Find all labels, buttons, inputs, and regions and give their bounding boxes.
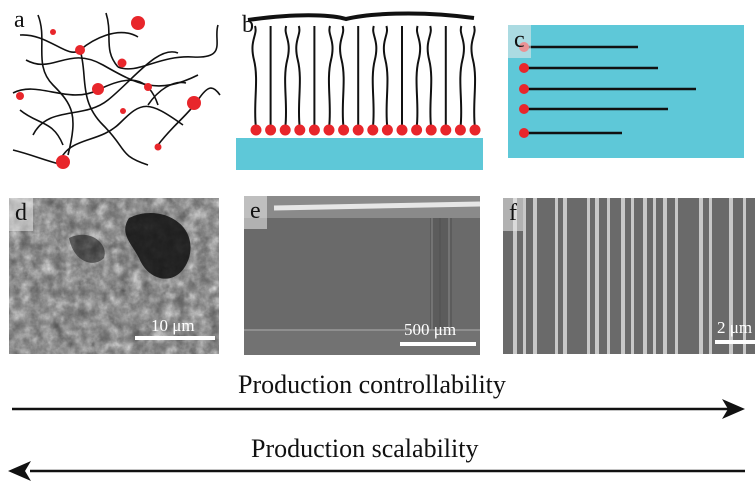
brush-chain [327,25,334,129]
anchor-bead [454,124,466,136]
brush-chain [415,25,422,129]
panel-label-b: b [242,12,254,38]
controllability-label: Production controllability [238,370,506,399]
panel-label-c: c [508,25,531,58]
stripe [643,198,647,354]
brush-chain [284,25,290,129]
stripe [621,198,625,354]
stripe [533,198,537,354]
panel-d-sem-image: d 10 μm [9,198,219,354]
stripe [607,198,610,354]
anchor-bead [250,124,262,136]
stripe [699,198,703,354]
anchor-bead [294,124,306,136]
substrate [236,138,483,170]
stripe [653,198,656,354]
stripe-texture [513,198,746,354]
panel-c-aligned-chains: c [508,25,744,158]
anchor-bead [411,124,423,136]
anchor-bead [279,124,291,136]
aligned-chain-schematic [519,42,696,138]
anchor-bead [381,124,393,136]
anchor-bead [367,124,379,136]
stripe [709,198,712,354]
anchor-bead [425,124,437,136]
random-chain-network [12,12,221,169]
smooth-film-texture [244,196,480,355]
brush-schematic [236,11,483,170]
brush-chain [339,25,345,129]
anchor-bead [323,124,335,136]
brush-chain [295,25,301,129]
scale-label-f: 2 μm [717,318,753,337]
panel-label-a: a [14,7,25,33]
stripe [729,198,733,354]
stripe [587,198,590,354]
stripe [555,198,558,354]
stripe [563,198,567,354]
anchor-bead [469,124,481,136]
brush-chain [426,25,433,129]
brush-chain [470,25,477,129]
scale-label-d: 10 μm [151,316,195,335]
rough-surface-texture [9,198,219,354]
scalability-arrow [8,461,745,481]
panel-label-f: f [503,198,523,231]
panel-label-e: e [244,196,267,229]
brush-chain [251,25,258,129]
scalability-label: Production scalability [251,434,479,463]
anchor-bead [265,124,277,136]
stripe [595,198,599,354]
stripe [663,198,667,354]
top-boundary [247,11,475,22]
brush-chain [459,25,465,129]
scale-label-e: 500 μm [404,320,457,339]
panel-b-polymer-brush: b [236,10,483,170]
scale-bar-f [715,340,755,344]
stripe [523,198,526,354]
anchor-bead [440,124,452,136]
scale-bar-e [400,342,476,346]
anchor-bead [352,124,364,136]
panel-label-d: d [9,198,33,231]
anchor-bead [308,124,320,136]
stripe [675,198,678,354]
stripe [631,198,634,354]
panel-f-sem-image: f 2 μm [503,198,755,354]
brush-chain [382,25,389,129]
anchor-bead [338,124,350,136]
stripe [743,198,746,354]
controllability-arrow [12,399,745,419]
scale-bar-d [135,336,215,340]
stripe [513,198,517,354]
brush-chain [371,25,378,129]
anchor-bead [396,124,408,136]
panel-a-random-brushes: a [8,5,223,180]
panel-e-sem-image: e 500 μm [244,196,480,355]
